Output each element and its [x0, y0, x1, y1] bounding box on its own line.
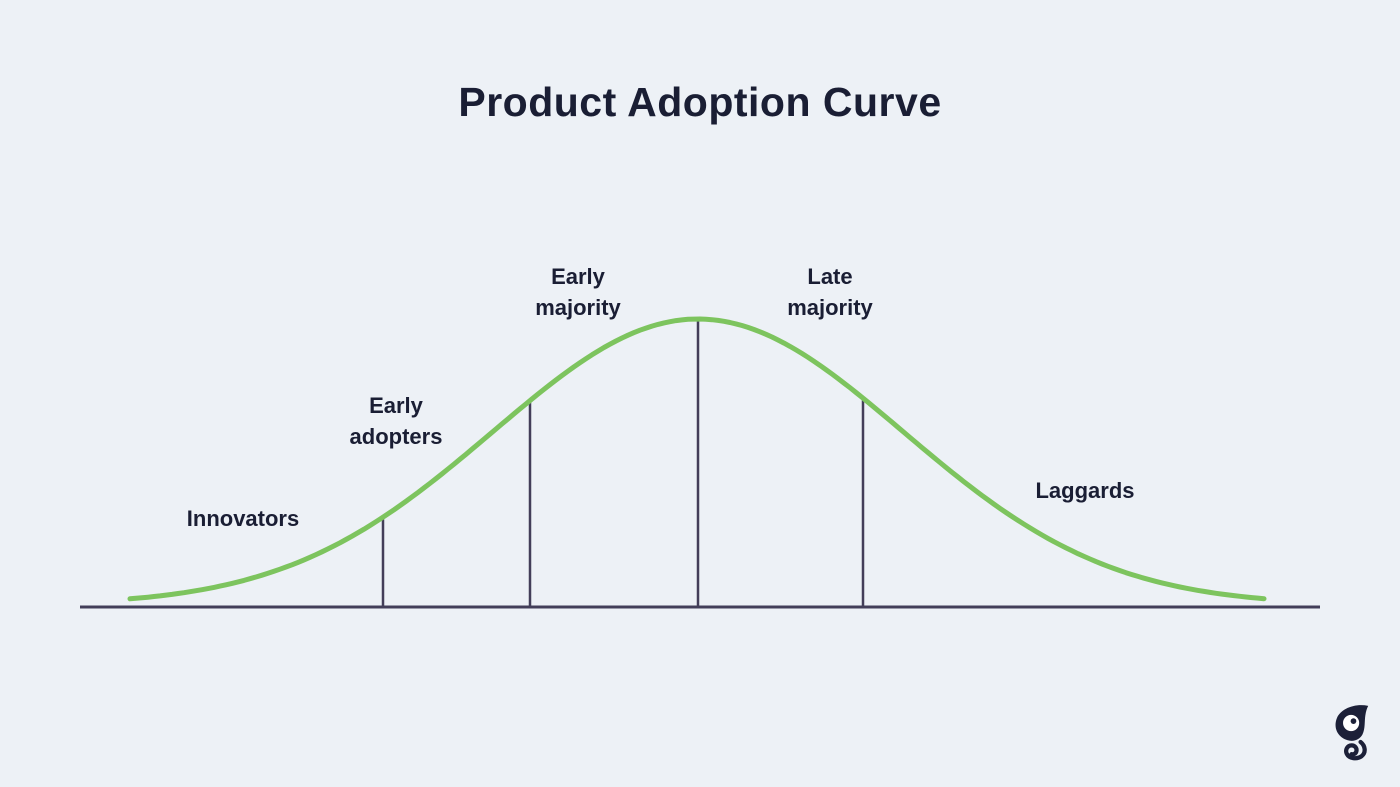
page-title: Product Adoption Curve: [458, 79, 942, 125]
logo-eye: [1343, 714, 1360, 732]
segment-label-early-adopters: Early adopters: [349, 393, 443, 449]
logo-tail-spiral: [1344, 739, 1367, 761]
segment-label-late-majority: Late majority: [787, 264, 873, 320]
segment-dividers: [381, 321, 865, 608]
segment-label-innovators: Innovators: [186, 506, 300, 531]
segment-label-laggards: Laggards: [1035, 478, 1135, 503]
chameleon-logo-icon: [1335, 705, 1369, 761]
bell-curve: [127, 316, 1267, 602]
segment-label-early-majority: Early majority: [535, 264, 621, 320]
logo-pupil: [1350, 718, 1357, 724]
